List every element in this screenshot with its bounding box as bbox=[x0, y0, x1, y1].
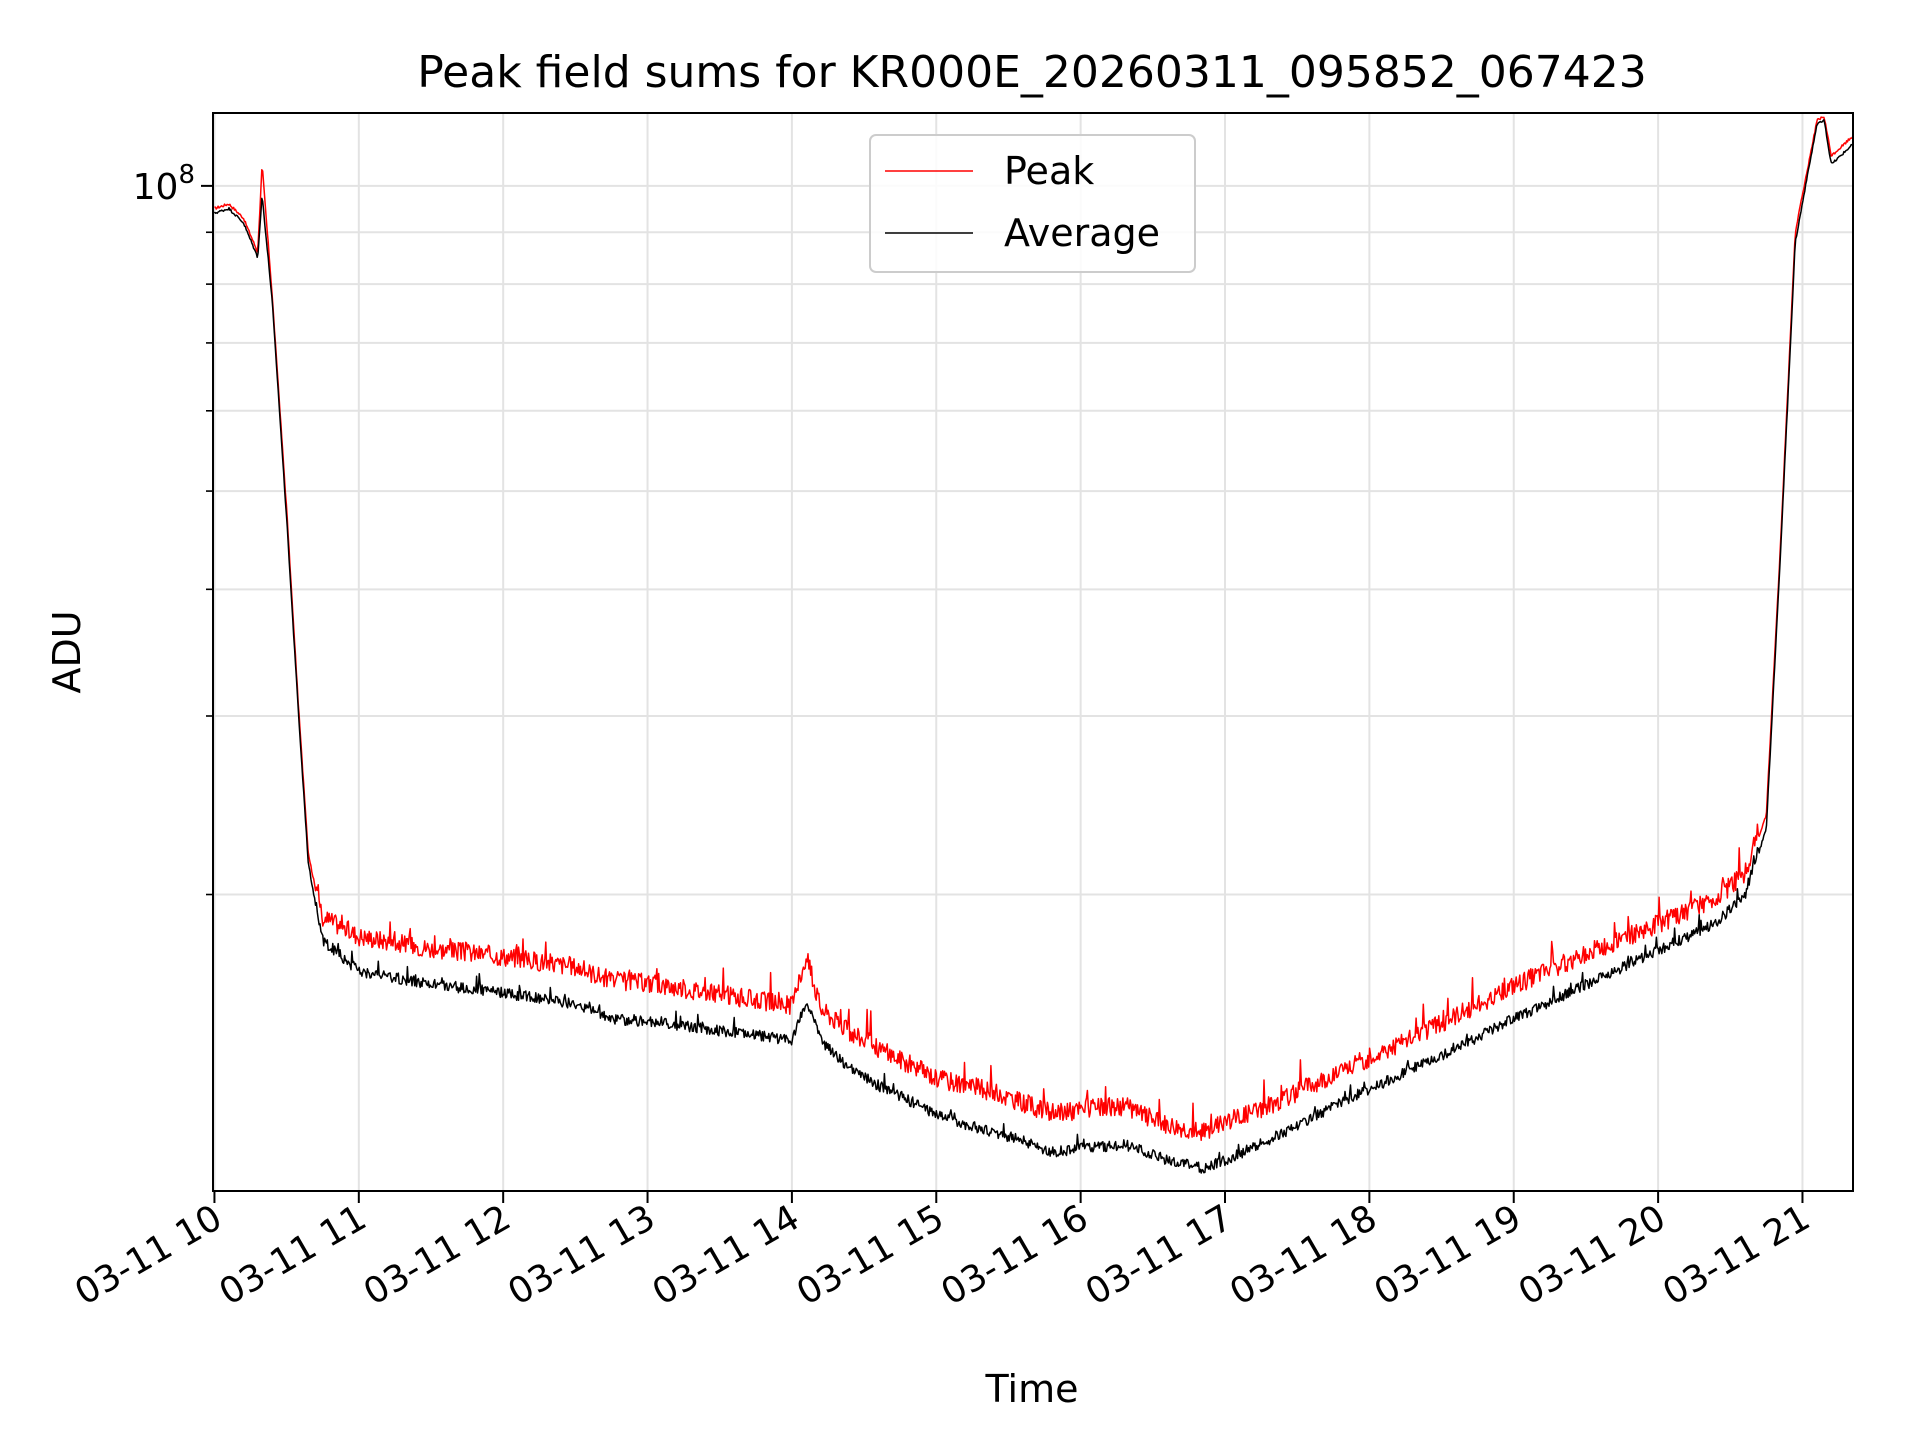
series-group bbox=[213, 116, 1854, 1174]
legend: Peak Average bbox=[869, 134, 1196, 273]
series-line-peak bbox=[214, 116, 1854, 1142]
y-tick-label-exponent: 8 bbox=[178, 160, 195, 190]
y-tick-label-base: 10 bbox=[133, 167, 179, 208]
y-tick-label: 108 bbox=[133, 160, 195, 208]
x-axis-label: Time bbox=[985, 1367, 1079, 1411]
chart-title: Peak field sums for KR000E_20260311_0958… bbox=[417, 47, 1647, 98]
y-axis: 108 bbox=[133, 160, 213, 896]
legend-average-label: Average bbox=[1004, 211, 1160, 255]
y-axis-label: ADU bbox=[45, 610, 89, 693]
grid bbox=[213, 113, 1853, 1191]
legend-peak-label: Peak bbox=[1004, 149, 1094, 193]
plot-frame bbox=[212, 112, 1854, 1192]
legend-box bbox=[869, 134, 1196, 273]
series-line-average bbox=[213, 119, 1854, 1174]
